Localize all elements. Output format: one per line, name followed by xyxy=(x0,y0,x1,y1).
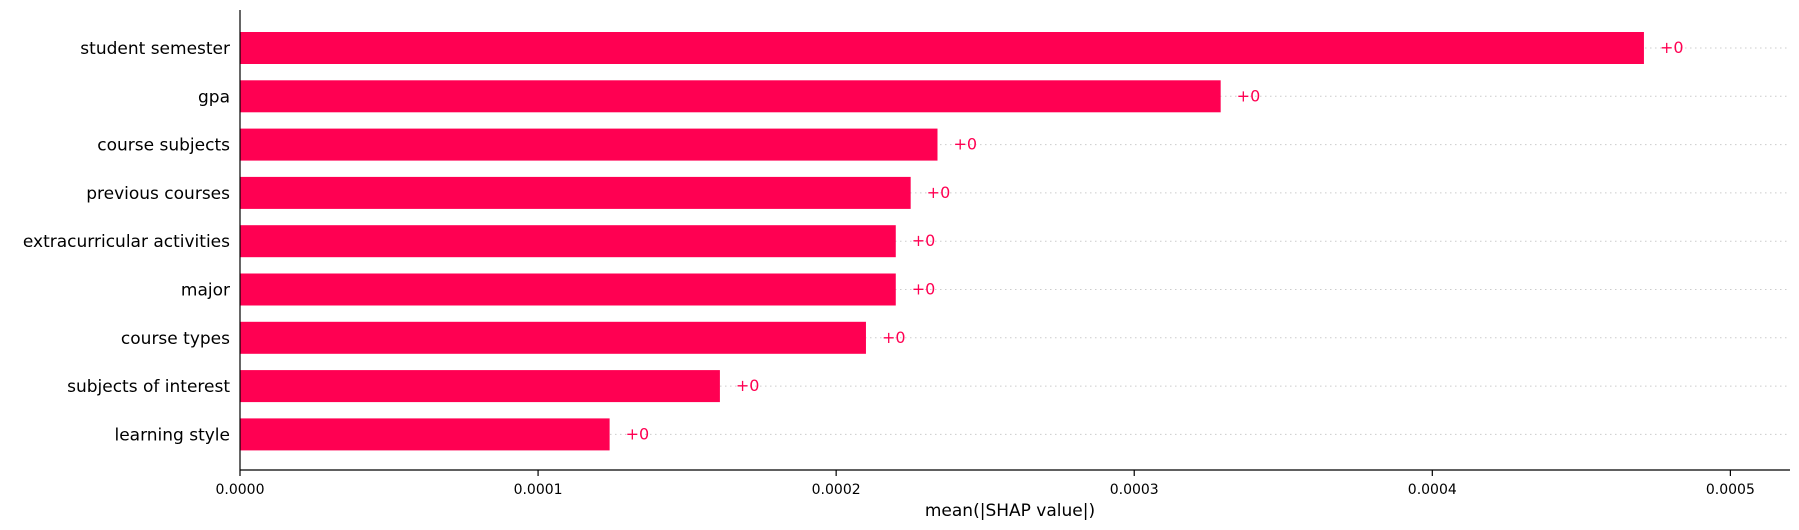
value-label-learning-style: +0 xyxy=(626,424,650,443)
x-tick-label: 0.0005 xyxy=(1706,482,1755,498)
bar-subjects-of-interest xyxy=(240,370,720,403)
value-label-previous-courses: +0 xyxy=(927,183,951,202)
x-axis-title: mean(|SHAP value|) xyxy=(925,501,1095,521)
x-tick-label: 0.0000 xyxy=(216,482,265,498)
bars-group xyxy=(240,32,1644,451)
bar-major xyxy=(240,273,896,306)
x-tick-label: 0.0002 xyxy=(812,482,861,498)
x-tick-label: 0.0001 xyxy=(514,482,563,498)
bar-previous-courses xyxy=(240,176,911,209)
value-labels: +0 +0 +0 +0 +0 +0 +0 +0 +0 xyxy=(626,38,1684,443)
value-label-gpa: +0 xyxy=(1237,86,1261,105)
x-tick-label: 0.0003 xyxy=(1110,482,1159,498)
bar-course-types xyxy=(240,321,866,354)
bar-extracurricular-activities xyxy=(240,225,896,258)
x-tick-label: 0.0004 xyxy=(1408,482,1457,498)
category-label-subjects-of-interest: subjects of interest xyxy=(67,377,230,397)
category-label-student-semester: student semester xyxy=(80,39,230,59)
category-label-learning-style: learning style xyxy=(114,425,230,445)
value-label-extracurricular-activities: +0 xyxy=(912,231,936,250)
bar-course-subjects xyxy=(240,128,938,161)
x-axis-ticks: 0.0000 0.0001 0.0002 0.0003 0.0004 0.0005 xyxy=(216,470,1755,498)
value-label-course-types: +0 xyxy=(882,328,906,347)
value-label-major: +0 xyxy=(912,280,936,299)
category-label-gpa: gpa xyxy=(198,87,230,107)
bar-student-semester xyxy=(240,32,1644,64)
category-label-course-types: course types xyxy=(121,329,230,349)
bar-learning-style xyxy=(240,418,610,451)
bar-gpa xyxy=(240,80,1221,113)
category-label-major: major xyxy=(181,281,230,301)
category-label-previous-courses: previous courses xyxy=(86,184,230,204)
category-label-extracurricular-activities: extracurricular activities xyxy=(23,232,230,252)
value-label-student-semester: +0 xyxy=(1660,38,1684,57)
value-label-subjects-of-interest: +0 xyxy=(736,376,760,395)
value-label-course-subjects: +0 xyxy=(954,135,978,154)
category-label-course-subjects: course subjects xyxy=(97,136,230,156)
category-labels: student semester gpa course subjects previo… xyxy=(23,39,230,445)
